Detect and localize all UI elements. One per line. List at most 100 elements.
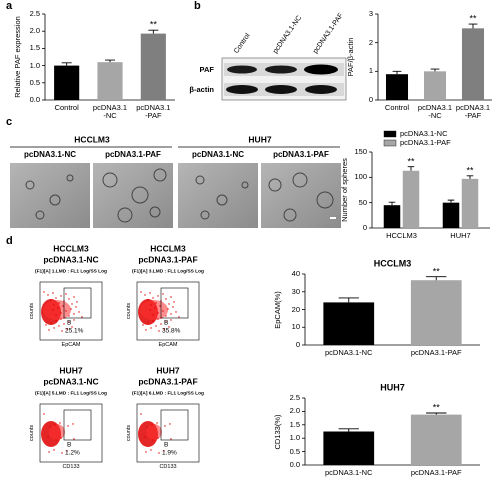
event-dot: [144, 436, 146, 438]
group-label: HCCLM3: [74, 134, 110, 145]
event-dot: [157, 295, 159, 297]
flow-y-label: counts: [126, 424, 133, 442]
event-dot: [144, 294, 146, 296]
gate-percent: 1.9%: [162, 449, 177, 457]
event-dot: [159, 305, 161, 307]
y-tick-label: 3: [368, 9, 373, 19]
y-tick-label: 0.5: [289, 446, 300, 456]
y-tick-label: 1: [368, 66, 373, 76]
event-dot: [81, 316, 83, 318]
bar: [385, 74, 409, 100]
blot-band: [304, 64, 338, 75]
event-dot: [155, 325, 157, 327]
gate: [160, 409, 189, 441]
x-tick-label: pcDNA3.1 -PAF: [136, 103, 171, 120]
event-dot: [55, 314, 57, 316]
x-tick-label: pcDNA3.1 -PAF: [455, 103, 491, 120]
gate-label: B: [67, 319, 72, 327]
significance: **: [407, 155, 415, 166]
bar: [323, 431, 375, 465]
error-bar: [104, 59, 116, 63]
error-bar: [466, 175, 474, 179]
event-dot: [154, 307, 156, 309]
event-dot: [76, 301, 78, 303]
event-dot: [149, 292, 151, 294]
event-dot: [157, 318, 159, 320]
event-dot: [142, 324, 144, 326]
event-dot: [68, 321, 70, 323]
event-dot: [162, 293, 164, 295]
y-tick-label: 10: [291, 322, 300, 332]
bar: [423, 71, 447, 100]
bar: [410, 280, 462, 345]
y-tick-label: 1.5: [29, 43, 40, 53]
gate: [160, 287, 189, 319]
blot-band: [226, 85, 258, 94]
plot-cell-line: HUH7: [59, 365, 83, 376]
condition-label: pcDNA3.1-PAF: [105, 149, 161, 159]
blot-row-label: β-actin: [189, 84, 214, 94]
y-tick-label: 0.5: [29, 77, 40, 87]
condition-label: pcDNA3.1-NC: [191, 149, 245, 159]
y-axis-label: Relative PAF expression: [13, 16, 23, 98]
event-dot: [165, 298, 167, 300]
group-label: HUH7: [248, 134, 272, 145]
event-dot: [52, 292, 54, 294]
gate-label: B: [67, 441, 72, 449]
legend-swatch: [383, 130, 397, 138]
event-dot: [50, 322, 52, 324]
error-bar: [430, 68, 440, 72]
event-dot: [170, 313, 172, 315]
error-bar: [426, 276, 447, 281]
event-dot: [73, 296, 75, 298]
y-tick-label: 1.5: [289, 419, 300, 429]
x-tick-label: HCCLM3: [386, 231, 417, 240]
x-tick-label: pcDNA3.1 -NC: [417, 103, 453, 120]
error-bar: [61, 62, 72, 66]
y-tick-label: 20: [291, 304, 300, 314]
event-cloud: [49, 424, 65, 440]
event-cloud: [43, 300, 71, 320]
x-tick-label: pcDNA3.1-PAF: [410, 348, 462, 357]
event-dot: [146, 426, 148, 428]
y-tick-label: 100: [354, 172, 367, 182]
error-bar: [468, 23, 478, 29]
blot-band: [265, 85, 297, 94]
event-dot: [73, 313, 75, 315]
event-dot: [50, 299, 52, 301]
event-dot: [72, 423, 74, 425]
y-tick-label: 0: [362, 223, 367, 233]
event-dot: [53, 304, 55, 306]
event-dot: [167, 308, 169, 310]
x-tick-label: pcDNA3.1-NC: [324, 348, 373, 357]
event-dot: [157, 312, 159, 314]
y-tick-label: 1.0: [29, 60, 40, 70]
event-dot: [52, 309, 54, 311]
x-tick-label: Control: [384, 103, 410, 112]
event-cloud: [140, 300, 168, 320]
y-tick-label: 0.0: [29, 95, 40, 105]
y-tick-label: 2.0: [29, 26, 40, 36]
blot-band: [305, 85, 337, 94]
bar: [383, 205, 401, 228]
event-dot: [78, 311, 80, 313]
event-dot: [152, 439, 154, 441]
event-dot: [48, 329, 50, 331]
bar: [461, 178, 479, 228]
y-tick-label: 1.0: [289, 433, 300, 443]
event-dot: [57, 307, 59, 309]
micrograph: [178, 163, 258, 228]
significance: **: [432, 402, 440, 413]
y-tick-label: 0: [368, 95, 373, 105]
event-dot: [163, 328, 165, 330]
y-tick-label: 150: [354, 147, 367, 157]
plot-condition: pcDNA3.1-PAF: [138, 254, 198, 265]
legend-label: pcDNA3.1-PAF: [400, 138, 451, 148]
micrograph: [10, 163, 90, 228]
significance: **: [466, 165, 474, 176]
event-dot: [73, 319, 75, 321]
flow-x-label: EpCAM: [158, 342, 178, 349]
event-dot: [160, 323, 162, 325]
event-dot: [168, 303, 170, 305]
event-dot: [170, 438, 172, 440]
